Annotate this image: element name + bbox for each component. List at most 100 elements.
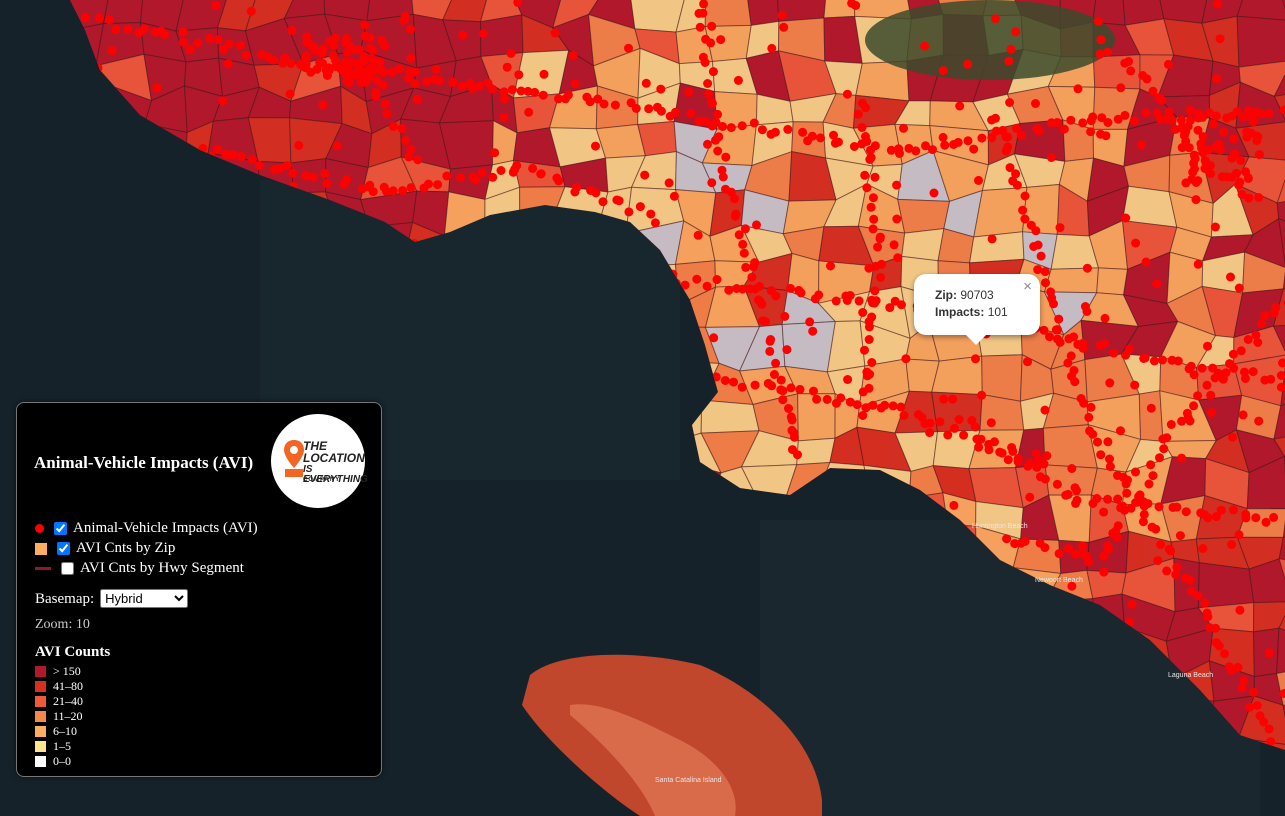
impact-point xyxy=(1186,586,1196,596)
zip-area xyxy=(1087,424,1142,473)
impact-point xyxy=(703,139,712,149)
impact-point xyxy=(224,39,234,49)
zip-area xyxy=(1273,50,1285,98)
impact-point xyxy=(730,194,739,204)
impact-point xyxy=(488,172,498,182)
impact-point xyxy=(1216,505,1226,515)
impact-point xyxy=(591,141,600,151)
zoom-level: Zoom: 10 xyxy=(35,617,90,632)
impact-point xyxy=(1210,222,1220,232)
impact-point xyxy=(471,175,481,185)
impact-point xyxy=(1109,348,1119,358)
impact-point xyxy=(388,122,398,131)
layer-toggle[interactable] xyxy=(54,522,67,535)
impact-point xyxy=(836,393,846,403)
impact-point xyxy=(406,53,416,63)
impact-point xyxy=(1040,474,1050,484)
impact-point xyxy=(1157,355,1167,365)
layer-toggle[interactable] xyxy=(61,562,74,575)
impact-point xyxy=(921,141,930,151)
impact-point xyxy=(178,27,188,37)
impact-point xyxy=(1003,132,1013,142)
impact-point xyxy=(413,155,423,165)
impact-point xyxy=(1186,361,1196,371)
impact-point xyxy=(1088,112,1098,122)
impact-point xyxy=(1099,507,1109,517)
impact-point xyxy=(1183,121,1193,131)
zip-area xyxy=(521,14,570,54)
impact-point xyxy=(796,288,806,298)
impact-point xyxy=(684,87,694,97)
zip-area xyxy=(897,198,951,234)
impact-point xyxy=(868,193,878,203)
impact-point xyxy=(1254,416,1264,426)
zip-area xyxy=(700,399,760,434)
zip-area xyxy=(1121,185,1178,228)
impact-point xyxy=(1131,238,1141,248)
impact-point xyxy=(692,274,702,284)
impact-point xyxy=(328,51,338,61)
impact-point xyxy=(1256,319,1266,329)
impact-point xyxy=(875,234,885,244)
impact-point xyxy=(1052,118,1062,127)
impact-point xyxy=(332,141,342,151)
impact-point xyxy=(283,161,292,170)
impact-point xyxy=(671,107,680,117)
impact-point xyxy=(871,296,881,306)
impact-point xyxy=(107,46,117,56)
logo-text: THE xyxy=(303,439,327,453)
impact-point xyxy=(435,76,445,86)
impact-point xyxy=(1042,451,1052,461)
impact-point xyxy=(991,14,1000,24)
impact-point xyxy=(1144,479,1154,489)
zip-area xyxy=(1019,353,1055,402)
impact-point xyxy=(322,178,332,188)
impact-point xyxy=(367,54,377,64)
popup-close[interactable]: × xyxy=(1023,278,1032,295)
basemap-select[interactable]: Hybrid xyxy=(100,589,189,608)
impact-point xyxy=(711,135,720,145)
impact-point xyxy=(1016,130,1026,140)
impact-point xyxy=(852,400,862,410)
impact-point xyxy=(422,77,432,87)
impact-point xyxy=(1162,566,1172,576)
impact-point xyxy=(1212,74,1222,84)
impact-point xyxy=(1139,509,1149,519)
impact-point xyxy=(949,500,959,510)
impact-point xyxy=(698,8,708,18)
impact-point xyxy=(1276,382,1285,392)
impact-point xyxy=(358,56,368,66)
impact-point xyxy=(889,240,899,250)
impact-point xyxy=(938,66,948,76)
impact-point xyxy=(925,428,935,438)
zip-area xyxy=(1272,323,1285,365)
impact-point xyxy=(702,281,712,291)
impact-point xyxy=(1070,483,1080,493)
impact-point xyxy=(255,161,264,170)
legend-item: > 150 xyxy=(35,664,81,679)
impact-point xyxy=(950,423,959,433)
impact-point xyxy=(235,40,245,50)
map-label: Santa Catalina Island xyxy=(655,777,722,784)
impact-point xyxy=(641,78,651,88)
impact-point xyxy=(769,370,779,379)
map-label: Huntington Beach xyxy=(972,523,1028,530)
impact-point xyxy=(862,136,872,146)
zip-area xyxy=(901,228,945,262)
impact-point xyxy=(767,381,777,391)
impact-point xyxy=(1252,700,1262,710)
impact-point xyxy=(178,37,188,47)
zip-area xyxy=(852,94,910,129)
impact-point xyxy=(1234,530,1244,540)
layer-toggle[interactable] xyxy=(57,542,70,555)
impact-point xyxy=(160,30,170,39)
impact-point xyxy=(948,394,958,404)
impact-point xyxy=(752,220,761,230)
impact-point xyxy=(1252,136,1262,146)
impact-point xyxy=(986,418,996,428)
zip-area xyxy=(283,0,326,20)
impact-point xyxy=(987,133,997,143)
impact-point xyxy=(1121,213,1131,223)
zip-area xyxy=(973,186,1028,238)
impact-point xyxy=(1191,178,1201,187)
